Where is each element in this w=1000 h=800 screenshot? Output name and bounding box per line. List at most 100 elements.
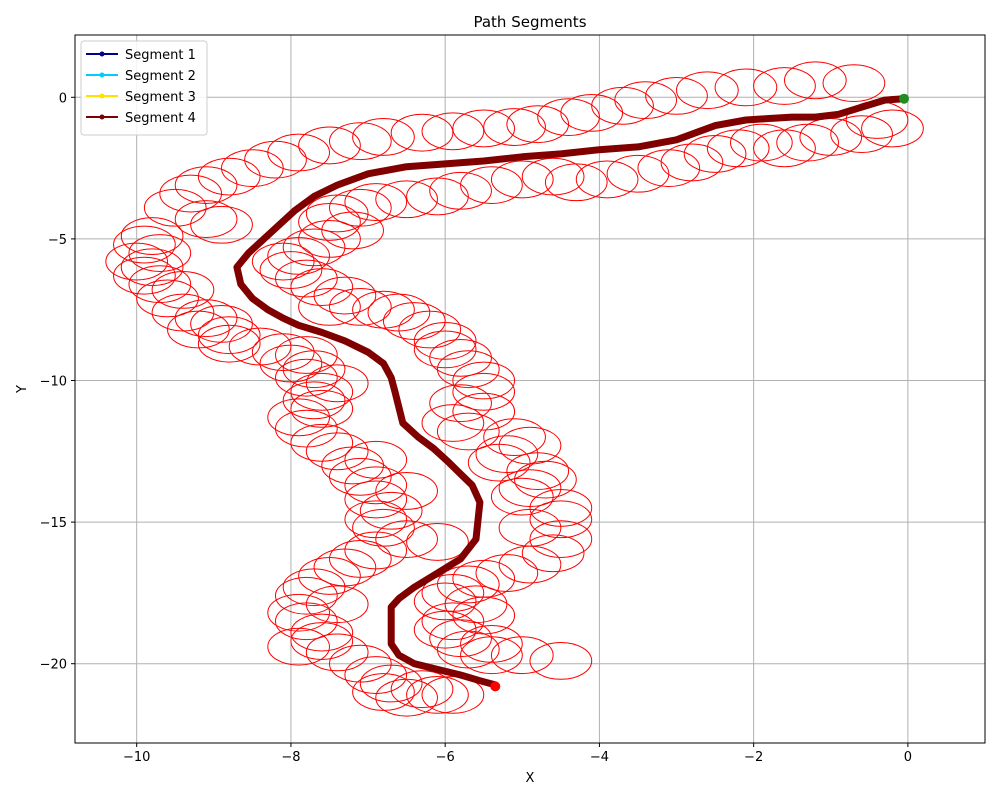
uncertainty-ellipse [452, 392, 516, 431]
marker-layer [490, 93, 910, 692]
uncertainty-ellipse [267, 593, 330, 632]
x-tick-label: −8 [281, 750, 300, 765]
uncertainty-ellipse [375, 472, 438, 510]
uncertainty-ellipse [575, 160, 639, 199]
uncertainty-ellipse [429, 338, 492, 377]
uncertainty-ellipse [406, 177, 469, 216]
uncertainty-ellipse [136, 279, 199, 318]
uncertainty-ellipse [313, 276, 377, 315]
uncertainty-ellipse [282, 568, 346, 607]
uncertainty-ellipse [413, 330, 477, 369]
uncertainty-ellipse [529, 500, 593, 539]
uncertainty-ellipse [683, 135, 747, 173]
x-tick-label: −6 [436, 750, 455, 765]
uncertainty-ellipse [421, 404, 485, 442]
uncertainty-ellipse [275, 576, 338, 615]
uncertainty-ellipse [637, 149, 701, 188]
uncertainty-ellipse [591, 86, 654, 125]
uncertainty-ellipse [275, 259, 338, 298]
uncertainty-ellipse [290, 389, 354, 428]
uncertainty-ellipse [506, 452, 570, 491]
uncertainty-ellipse [221, 149, 284, 188]
x-tick-label: −4 [590, 750, 609, 765]
uncertainty-ellipse [113, 225, 176, 264]
uncertainty-ellipse [436, 412, 500, 451]
legend-swatch-marker [99, 114, 105, 120]
uncertainty-ellipse [282, 228, 346, 267]
uncertainty-ellipse [822, 64, 886, 103]
uncertainty-ellipse [190, 205, 253, 244]
start-marker [899, 93, 910, 104]
series-line-segment-4 [233, 95, 908, 689]
legend-swatch-marker [99, 93, 105, 99]
uncertainty-ellipse [298, 287, 361, 326]
y-tick-label: −5 [48, 233, 67, 248]
plot-frame [74, 34, 986, 744]
uncertainty-ellipse [714, 68, 778, 107]
uncertainty-ellipse [861, 109, 924, 148]
x-tick-label: 0 [904, 750, 912, 765]
uncertainty-ellipse [490, 636, 554, 675]
uncertainty-ellipse [328, 122, 392, 161]
uncertainty-ellipse [197, 316, 261, 355]
uncertainty-ellipse [537, 98, 600, 137]
uncertainty-ellipse [328, 457, 392, 496]
uncertainty-ellipse [783, 61, 847, 100]
uncertainty-ellipse [421, 112, 485, 151]
y-tick-label: −10 [40, 375, 67, 390]
uncertainty-ellipse [498, 545, 562, 584]
uncertainty-ellipse [321, 446, 384, 485]
uncertainty-ellipse [413, 321, 477, 360]
axis-ticks: −10 −8 −6 −4 −2 00−5−10−15−20 [40, 91, 912, 765]
uncertainty-ellipse [506, 105, 570, 144]
legend-swatch-marker [99, 51, 105, 57]
uncertainty-ellipse [452, 109, 516, 148]
uncertainty-ellipse [197, 157, 261, 196]
uncertainty-ellipse [452, 361, 516, 400]
uncertainty-ellipse [174, 166, 238, 205]
uncertainty-ellipse [436, 350, 500, 389]
y-tick-label: −15 [40, 516, 67, 531]
uncertainty-ellipse [290, 423, 354, 462]
legend: Segment 1 Segment 2 Segment 3 Segment 4 [80, 40, 208, 136]
uncertainty-ellipse [460, 166, 523, 205]
uncertainty-ellipse [275, 358, 338, 397]
uncertainty-ellipse [344, 466, 408, 505]
uncertainty-ellipse [645, 76, 708, 115]
uncertainty-ellipse [298, 126, 361, 165]
uncertainty-ellipse [305, 432, 369, 471]
uncertainty-ellipse [275, 336, 338, 374]
uncertainty-ellipse [429, 384, 492, 423]
uncertainty-ellipse [352, 118, 415, 156]
uncertainty-ellipse [151, 270, 215, 309]
uncertainty-ellipse [298, 557, 361, 595]
uncertainty-ellipse [521, 157, 585, 196]
uncertainty-ellipse [529, 641, 593, 680]
uncertainty-ellipse [467, 443, 531, 482]
uncertainty-ellipse [128, 234, 192, 272]
y-tick-label: −20 [40, 658, 67, 673]
uncertainty-ellipse [298, 203, 361, 241]
uncertainty-ellipse [406, 523, 469, 561]
uncertainty-ellipse [120, 217, 184, 255]
uncertainty-ellipse [529, 520, 593, 559]
y-axis-title: Y [15, 385, 30, 394]
uncertainty-ellipse [113, 256, 176, 295]
end-marker [490, 681, 501, 692]
uncertainty-ellipse [275, 409, 338, 448]
uncertainty-ellipse [390, 670, 454, 709]
uncertainty-ellipse [676, 71, 739, 110]
uncertainty-ellipse [490, 477, 554, 516]
uncertainty-ellipse [490, 160, 554, 199]
uncertainty-ellipse [606, 154, 670, 193]
legend-box [80, 40, 208, 136]
uncertainty-ellipse [305, 364, 369, 403]
uncertainty-ellipse [421, 602, 485, 641]
uncertainty-ellipse [514, 460, 577, 499]
uncertainty-ellipse [305, 633, 369, 672]
uncertainty-ellipse [830, 115, 893, 154]
uncertainty-ellipse [143, 188, 207, 227]
uncertainty-ellipse [344, 480, 408, 519]
uncertainty-ellipse [460, 636, 523, 675]
